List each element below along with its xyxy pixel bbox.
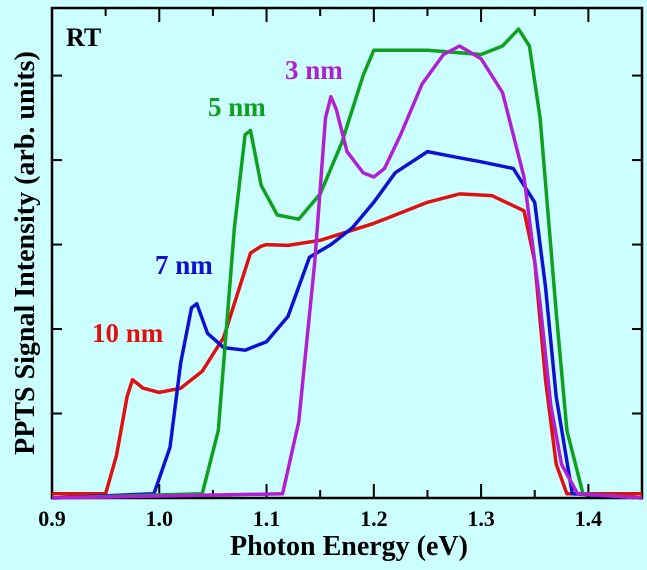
series-label: 7 nm <box>155 250 213 280</box>
x-tick-label: 1.4 <box>575 506 603 531</box>
series-label: 3 nm <box>285 55 343 85</box>
plot-frame <box>50 6 644 500</box>
x-tick-label: 0.9 <box>38 506 66 531</box>
x-tick-labels: 0.9 1.0 1.1 1.2 1.3 1.4 <box>38 506 602 531</box>
rt-annotation: RT <box>66 23 101 52</box>
series-label: 10 nm <box>92 318 164 348</box>
series-line <box>52 192 642 496</box>
series-label: 5 nm <box>208 92 266 122</box>
x-tick-label: 1.1 <box>253 506 281 531</box>
x-tick-label: 1.0 <box>146 506 174 531</box>
series-line <box>51 149 643 500</box>
series-labels: 10 nm 7 nm 5 nm 3 nm <box>92 55 343 348</box>
x-tick-label: 1.2 <box>360 506 388 531</box>
series-line <box>51 27 643 500</box>
x-tick-label: 1.3 <box>467 506 495 531</box>
series-lines <box>51 27 643 500</box>
x-axis-title: Photon Energy (eV) <box>230 531 468 562</box>
series-line <box>51 44 643 500</box>
y-axis-title: PPTS Signal Intensity (arb. units) <box>10 51 41 455</box>
